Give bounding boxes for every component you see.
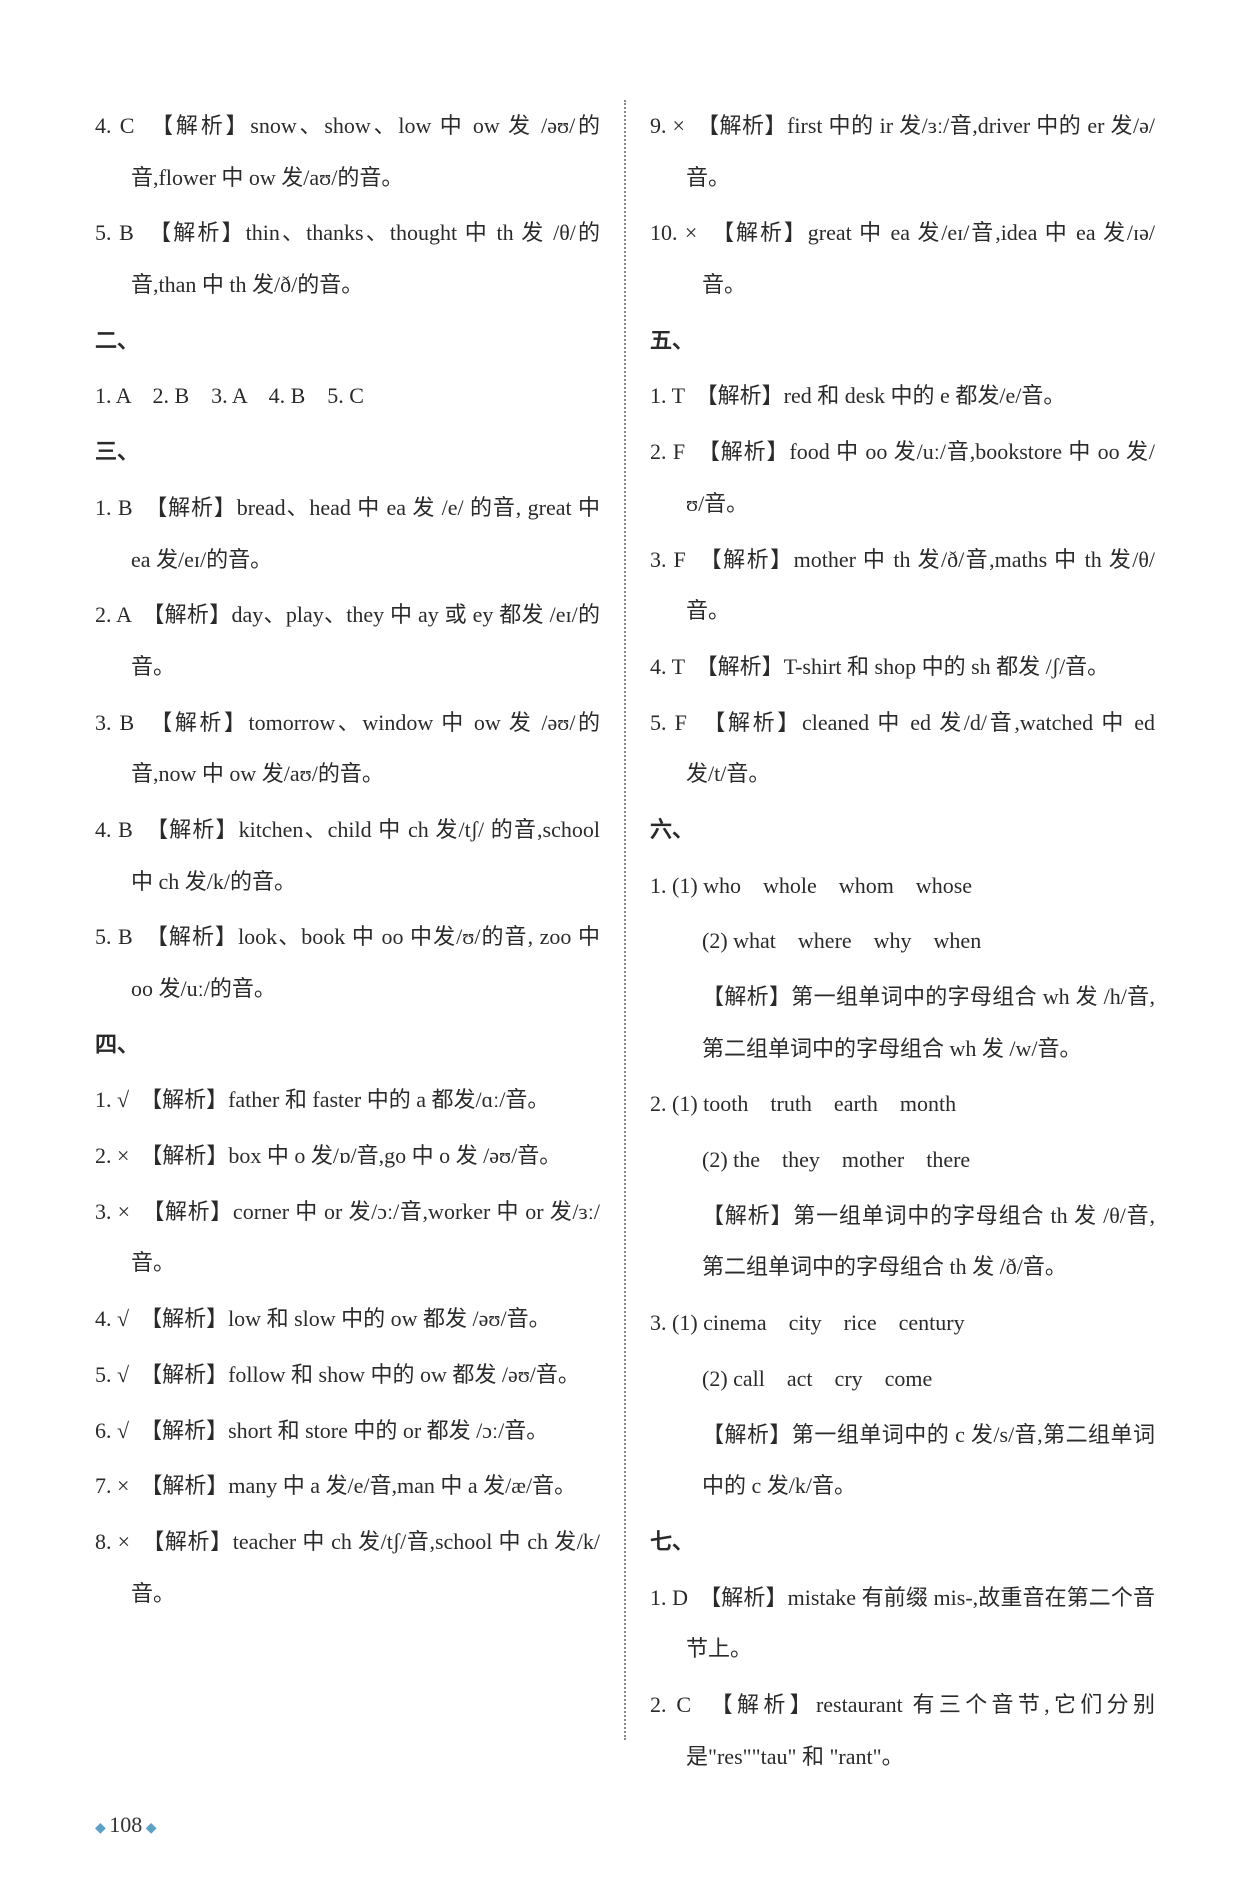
section-6-head: 六、 xyxy=(650,804,1155,856)
s6-item-2c: 【解析】第一组单词中的字母组合 th 发 /θ/音,第二组单词中的字母组合 th… xyxy=(650,1190,1155,1293)
s6-item-1b: (2) what where why when xyxy=(650,915,1155,967)
s4-item-9: 9. × 【解析】first 中的 ir 发/ɜː/音,driver 中的 er… xyxy=(650,100,1155,203)
section-3-head: 三、 xyxy=(95,426,600,478)
s4-item-2: 2. × 【解析】box 中 o 发/ɒ/音,go 中 o 发 /əʊ/音。 xyxy=(95,1130,600,1182)
s3-item-4: 4. B 【解析】kitchen、child 中 ch 发/tʃ/ 的音,sch… xyxy=(95,804,600,907)
s4-item-8: 8. × 【解析】teacher 中 ch 发/tʃ/音,school 中 ch… xyxy=(95,1516,600,1619)
s4-item-10: 10. × 【解析】great 中 ea 发/eɪ/音,idea 中 ea 发/… xyxy=(650,207,1155,310)
s4-item-5: 5. √ 【解析】follow 和 show 中的 ow 都发 /əʊ/音。 xyxy=(95,1349,600,1401)
section-2-head: 二、 xyxy=(95,315,600,367)
section-2-answers: 1. A 2. B 3. A 4. B 5. C xyxy=(95,370,600,422)
s4-item-6: 6. √ 【解析】short 和 store 中的 or 都发 /ɔː/音。 xyxy=(95,1405,600,1457)
item-5b: 5. B 【解析】thin、thanks、thought 中 th 发 /θ/的… xyxy=(95,207,600,310)
s3-item-3: 3. B 【解析】tomorrow、window 中 ow 发 /əʊ/的音,n… xyxy=(95,697,600,800)
s5-item-4: 4. T 【解析】T-shirt 和 shop 中的 sh 都发 /ʃ/音。 xyxy=(650,641,1155,693)
s5-item-3: 3. F 【解析】mother 中 th 发/ð/音,maths 中 th 发/… xyxy=(650,534,1155,637)
s7-item-2: 2. C 【解析】restaurant 有三个音节,它们分别是"res""tau… xyxy=(650,1679,1155,1782)
s6-item-2a: 2. (1) tooth truth earth month xyxy=(650,1078,1155,1130)
s6-item-3a: 3. (1) cinema city rice century xyxy=(650,1297,1155,1349)
s6-item-2b: (2) the they mother there xyxy=(650,1134,1155,1186)
section-4-head: 四、 xyxy=(95,1019,600,1071)
s3-item-5: 5. B 【解析】look、book 中 oo 中发/ʊ/的音, zoo 中 o… xyxy=(95,911,600,1014)
s6-item-1a: 1. (1) who whole whom whose xyxy=(650,860,1155,912)
s7-item-1: 1. D 【解析】mistake 有前缀 mis-,故重音在第二个音节上。 xyxy=(650,1572,1155,1675)
s3-item-2: 2. A 【解析】day、play、they 中 ay 或 ey 都发 /eɪ/… xyxy=(95,589,600,692)
s6-item-1c: 【解析】第一组单词中的字母组合 wh 发 /h/音,第二组单词中的字母组合 wh… xyxy=(650,971,1155,1074)
page-number: 108 xyxy=(95,1812,157,1838)
left-column: 4. C 【解析】snow、show、low 中 ow 发 /əʊ/的音,flo… xyxy=(95,100,624,1740)
s4-item-4: 4. √ 【解析】low 和 slow 中的 ow 都发 /əʊ/音。 xyxy=(95,1293,600,1345)
s5-item-5: 5. F 【解析】cleaned 中 ed 发/d/音,watched 中 ed… xyxy=(650,697,1155,800)
s6-item-3c: 【解析】第一组单词中的 c 发/s/音,第二组单词中的 c 发/k/音。 xyxy=(650,1409,1155,1512)
section-5-head: 五、 xyxy=(650,315,1155,367)
s4-item-3: 3. × 【解析】corner 中 or 发/ɔː/音,worker 中 or … xyxy=(95,1186,600,1289)
s6-item-3b: (2) call act cry come xyxy=(650,1353,1155,1405)
s4-item-7: 7. × 【解析】many 中 a 发/e/音,man 中 a 发/æ/音。 xyxy=(95,1460,600,1512)
right-column: 9. × 【解析】first 中的 ir 发/ɜː/音,driver 中的 er… xyxy=(626,100,1155,1740)
item-4c: 4. C 【解析】snow、show、low 中 ow 发 /əʊ/的音,flo… xyxy=(95,100,600,203)
s4-item-1: 1. √ 【解析】father 和 faster 中的 a 都发/ɑː/音。 xyxy=(95,1074,600,1126)
s3-item-1: 1. B 【解析】bread、head 中 ea 发 /e/ 的音, great… xyxy=(95,482,600,585)
s5-item-1: 1. T 【解析】red 和 desk 中的 e 都发/e/音。 xyxy=(650,370,1155,422)
content-columns: 4. C 【解析】snow、show、low 中 ow 发 /əʊ/的音,flo… xyxy=(95,100,1155,1740)
s5-item-2: 2. F 【解析】food 中 oo 发/uː/音,bookstore 中 oo… xyxy=(650,426,1155,529)
section-7-head: 七、 xyxy=(650,1516,1155,1568)
